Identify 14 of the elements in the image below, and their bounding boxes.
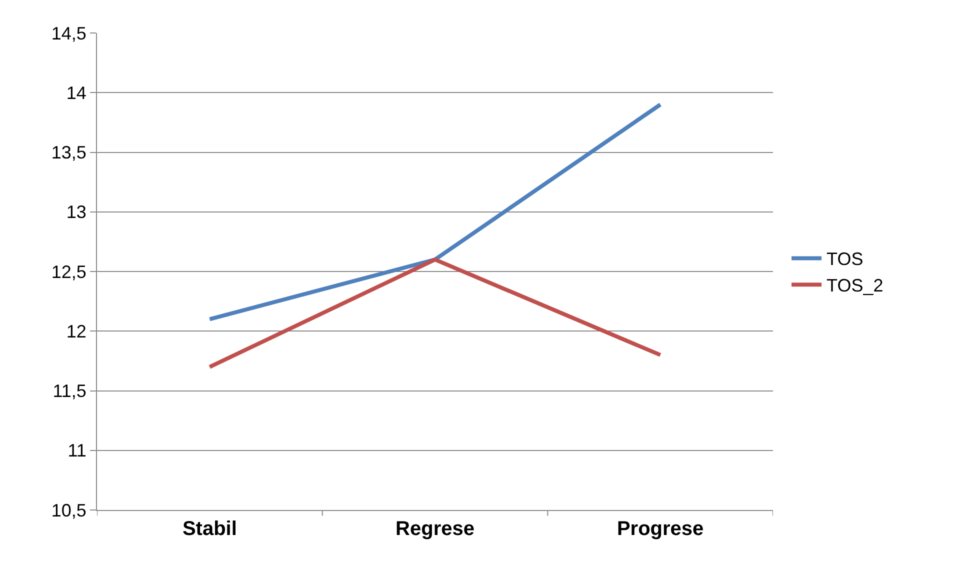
legend-label: TOS_2 bbox=[826, 276, 884, 296]
legend-label: TOS bbox=[826, 249, 864, 270]
y-tick-label: 14 bbox=[66, 82, 86, 103]
x-tick-label: Regrese bbox=[396, 518, 474, 540]
y-tick-label: 11,5 bbox=[52, 381, 86, 402]
y-tick-label: 13 bbox=[66, 202, 86, 222]
y-tick-label: 14,5 bbox=[51, 23, 86, 44]
y-tick-label: 13,5 bbox=[51, 142, 86, 163]
x-tick-label: Stabil bbox=[182, 518, 237, 540]
y-tick-label: 12 bbox=[66, 321, 86, 342]
y-tick-label: 12,5 bbox=[51, 262, 86, 282]
y-tick-label: 11 bbox=[68, 440, 86, 461]
x-tick-label: Progrese bbox=[616, 518, 704, 540]
y-tick-label: 10,5 bbox=[51, 500, 86, 520]
